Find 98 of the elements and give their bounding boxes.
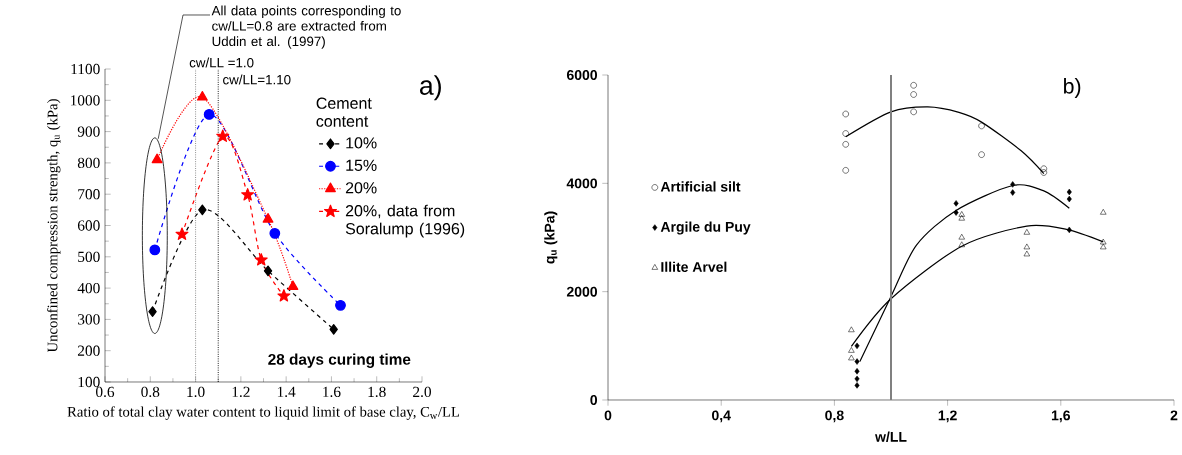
point	[854, 382, 860, 389]
point	[1066, 195, 1072, 203]
point	[1040, 165, 1048, 172]
x-axis-title: Ratio of total clay water content to liquid limit of base clay, C$_{w}$/LL	[67, 406, 460, 420]
point	[203, 108, 215, 120]
point	[848, 326, 855, 333]
point	[953, 200, 959, 207]
y-tick-label: 700	[78, 189, 100, 200]
legend-label: 15%	[346, 159, 377, 171]
annotation: 28 days curing time	[268, 353, 411, 368]
point	[1100, 238, 1107, 245]
x-tick-label: 0.8	[141, 386, 160, 398]
point	[148, 306, 157, 317]
point	[175, 227, 189, 240]
point	[198, 204, 207, 216]
point	[1066, 188, 1072, 196]
x-tick-label: 1,6	[1051, 410, 1071, 423]
x-tick-label: 1.4	[277, 386, 296, 398]
text: All data points corresponding to cw/LL=0.8 are extracted from Uddin et al. (1997)	[211, 5, 401, 49]
legend-label: 20%	[345, 182, 377, 194]
point	[910, 108, 917, 116]
y-tick-label: 6000	[566, 70, 598, 80]
point	[254, 253, 268, 266]
y-tick-label: 600	[77, 220, 100, 231]
point	[149, 244, 161, 256]
point	[958, 233, 965, 240]
point	[958, 211, 965, 217]
x-axis-title: w/LL	[875, 431, 907, 442]
point	[1100, 208, 1107, 215]
point	[1023, 229, 1030, 235]
point	[854, 358, 860, 365]
point	[263, 265, 273, 277]
point	[854, 375, 860, 383]
x-tick-label: 0,4	[712, 410, 731, 423]
x-tick-label: 0	[604, 410, 612, 421]
legend-label: 10%	[346, 137, 377, 149]
x-tick-label: 1.0	[187, 386, 205, 398]
point	[277, 289, 291, 302]
point	[335, 299, 346, 311]
point	[854, 342, 860, 350]
legend-label: Argile du Puy	[660, 221, 751, 235]
point	[958, 241, 965, 248]
x-tick-label: 1.8	[368, 386, 386, 398]
x-tick-label: 0.6	[96, 386, 115, 398]
point	[842, 110, 849, 118]
y-tick-label: 500	[78, 251, 100, 262]
point	[269, 227, 281, 239]
y-tick-label: 100	[78, 376, 100, 388]
x-tick-label: 1,2	[938, 410, 957, 423]
legend-label: Illite Arvel	[661, 261, 727, 272]
point	[910, 91, 917, 98]
y-tick-label: 200	[77, 345, 100, 356]
point	[241, 187, 255, 201]
y-axis-title: q$_{u}$ (kPa)	[544, 211, 558, 264]
x-tick-label: 0,8	[825, 410, 844, 423]
annotation: b)	[1064, 78, 1081, 98]
point	[262, 213, 274, 223]
y-tick-label: 900	[77, 126, 100, 137]
point	[216, 129, 230, 142]
legend-label: 20%, data from Soralump (1996)	[345, 204, 465, 238]
point	[151, 153, 163, 164]
y-tick-label: 1000	[70, 95, 100, 106]
point	[196, 90, 208, 101]
point	[287, 280, 299, 290]
y-tick-label: 400	[77, 282, 100, 294]
point	[1010, 181, 1016, 188]
legend-label: Artificial silt	[660, 181, 741, 192]
point	[329, 324, 338, 335]
point	[842, 167, 849, 174]
point	[842, 141, 849, 148]
y-tick-label: 2000	[566, 286, 598, 297]
annotation: a)	[420, 75, 441, 101]
point	[1040, 169, 1048, 176]
legend-title: Cement content	[316, 97, 372, 127]
point	[910, 82, 917, 89]
y-tick-label: 0	[590, 395, 598, 405]
point	[953, 209, 959, 216]
y-tick-label: 4000	[566, 178, 598, 189]
x-tick-label: 1.6	[323, 386, 341, 398]
point	[1066, 226, 1072, 234]
point	[978, 151, 985, 158]
point	[1023, 250, 1030, 257]
point	[854, 368, 860, 375]
y-tick-label: 300	[78, 314, 100, 325]
point	[848, 354, 855, 361]
x-tick-label: 2.0	[413, 386, 432, 398]
x-tick-label: 2	[1170, 410, 1178, 421]
point	[1010, 189, 1016, 196]
y-tick-label: 800	[77, 157, 100, 169]
y-axis-title: Unconfined compression strength, q$_{u}$ (kPa)	[46, 99, 61, 353]
ref-line-label: cw/LL=1.10	[223, 74, 291, 85]
x-tick-label: 1.2	[232, 386, 250, 398]
ref-line-label: cw/LL =1.0	[189, 57, 254, 68]
point	[1023, 243, 1030, 250]
point	[958, 214, 965, 221]
point	[842, 130, 849, 137]
point	[978, 122, 985, 130]
y-tick-label: 1100	[71, 63, 100, 75]
